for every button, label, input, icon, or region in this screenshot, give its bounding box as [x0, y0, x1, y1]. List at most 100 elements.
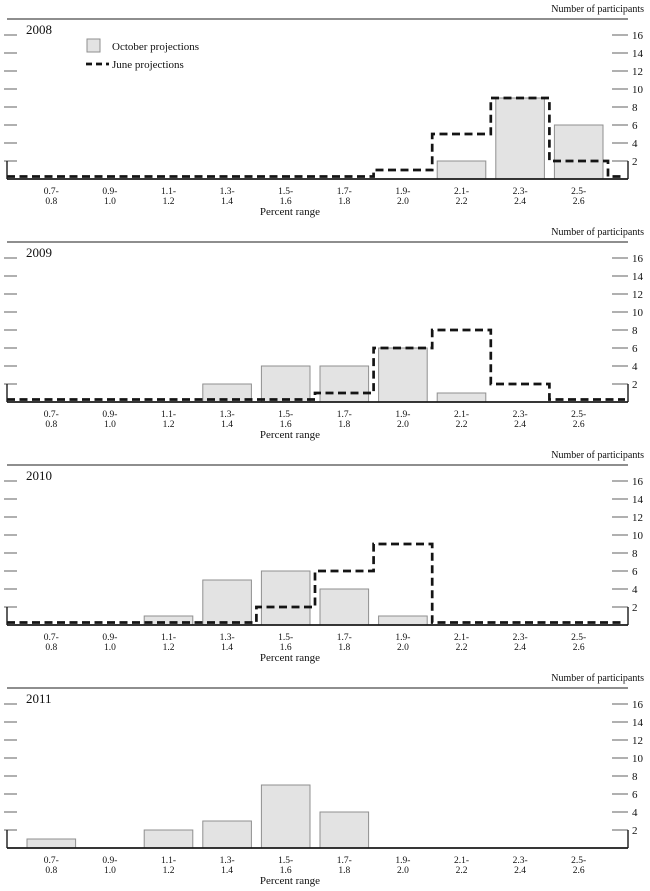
x-tick-label-line1: 2.1- — [454, 856, 469, 866]
y-tick-label: 16 — [632, 699, 644, 711]
x-tick-label-1.5-1.6: 1.5-1.6 — [278, 410, 293, 430]
october-bar-1.9-2.0 — [378, 615, 428, 626]
x-tick-label-line1: 1.1- — [161, 856, 176, 866]
y-tick-label: 16 — [632, 30, 644, 42]
y-tick-label: 8 — [632, 548, 638, 560]
october-bar-1.7-1.8 — [319, 588, 370, 626]
x-tick-label-line1: 2.3- — [513, 410, 528, 420]
x-tick-label-2.3-2.4: 2.3-2.4 — [513, 856, 528, 876]
x-axis-title: Percent range — [260, 652, 320, 664]
x-tick-label-line1: 0.9- — [102, 856, 117, 866]
october-bar-2.5-2.6 — [553, 124, 604, 180]
y-tick-label: 12 — [632, 66, 643, 78]
panel-year-label: 2010 — [26, 468, 52, 483]
x-tick-label-line2: 2.6 — [573, 420, 585, 430]
x-tick-label-line1: 0.7- — [44, 856, 59, 866]
x-tick-label-line2: 2.0 — [397, 420, 409, 430]
x-tick-label-line2: 2.2 — [456, 643, 468, 653]
y-tick-label: 10 — [632, 307, 644, 319]
x-tick-label-line1: 2.3- — [513, 856, 528, 866]
x-tick-label-line2: 2.4 — [514, 866, 526, 876]
x-tick-label-line1: 1.9- — [395, 410, 410, 420]
x-tick-label-1.7-1.8: 1.7-1.8 — [337, 633, 352, 653]
panel-year-label: 2009 — [26, 245, 52, 260]
x-tick-label-0.7-0.8: 0.7-0.8 — [44, 410, 59, 430]
x-tick-label-line1: 1.7- — [337, 856, 352, 866]
october-bar-2.1-2.2 — [436, 160, 487, 180]
legend: October projections June projections — [86, 38, 199, 71]
x-tick-label-0.7-0.8: 0.7-0.8 — [44, 633, 59, 653]
x-tick-label-line1: 1.3- — [220, 410, 235, 420]
x-tick-label-line2: 1.0 — [104, 866, 116, 876]
x-tick-label-2.1-2.2: 2.1-2.2 — [454, 410, 469, 430]
x-tick-label-line2: 2.0 — [397, 643, 409, 653]
x-tick-label-line1: 0.9- — [102, 410, 117, 420]
x-tick-label-line1: 0.9- — [102, 633, 117, 643]
x-tick-label-line1: 2.5- — [571, 410, 586, 420]
x-tick-label-line2: 2.0 — [397, 866, 409, 876]
x-tick-label-line2: 0.8 — [45, 643, 57, 653]
october-bar-1.5-1.6 — [260, 784, 311, 849]
x-tick-label-line1: 1.7- — [337, 633, 352, 643]
x-tick-label-line2: 1.2 — [163, 197, 175, 207]
x-tick-label-2.5-2.6: 2.5-2.6 — [571, 410, 586, 430]
x-tick-label-line1: 1.7- — [337, 187, 352, 197]
y-tick-label: 16 — [632, 476, 644, 488]
y-axis-title: Number of participants — [551, 4, 644, 15]
x-tick-label-2.5-2.6: 2.5-2.6 — [571, 187, 586, 207]
x-tick-label-line1: 1.5- — [278, 856, 293, 866]
x-tick-label-1.1-1.2: 1.1-1.2 — [161, 633, 176, 653]
x-tick-label-1.3-1.4: 1.3-1.4 — [220, 633, 235, 653]
y-tick-label: 4 — [632, 584, 638, 596]
october-bar-2.1-2.2 — [436, 392, 487, 403]
x-tick-label-line2: 1.2 — [163, 420, 175, 430]
x-tick-label-line2: 1.8 — [338, 420, 350, 430]
x-tick-label-line2: 2.2 — [456, 420, 468, 430]
june-projections-line — [7, 96, 625, 178]
october-bars — [202, 347, 487, 403]
june-projections-line — [7, 328, 625, 401]
x-tick-label-line1: 1.9- — [395, 633, 410, 643]
x-tick-label-line1: 2.5- — [571, 856, 586, 866]
x-tick-label-0.9-1.0: 0.9-1.0 — [102, 856, 117, 876]
october-bar-1.7-1.8 — [319, 365, 370, 403]
chart-panel-2009: Number of participants 2 4 6 8 10 12 14 16 2009 0.… — [4, 227, 644, 441]
x-tick-label-1.7-1.8: 1.7-1.8 — [337, 187, 352, 207]
x-tick-label-2.3-2.4: 2.3-2.4 — [513, 410, 528, 430]
x-tick-label-1.1-1.2: 1.1-1.2 — [161, 856, 176, 876]
x-tick-label-line2: 1.8 — [338, 866, 350, 876]
x-tick-label-2.3-2.4: 2.3-2.4 — [513, 187, 528, 207]
chart-panel-2008: Number of participants 2 4 6 8 10 12 14 16 2008 Oc… — [4, 4, 644, 218]
x-tick-label-1.9-2.0: 1.9-2.0 — [395, 187, 410, 207]
x-tick-label-line1: 1.9- — [395, 187, 410, 197]
y-tick-label: 10 — [632, 530, 644, 542]
x-tick-label-line1: 2.1- — [454, 410, 469, 420]
x-tick-label-line1: 1.5- — [278, 633, 293, 643]
y-tick-label: 14 — [632, 48, 644, 60]
x-tick-label-line2: 1.6 — [280, 643, 292, 653]
x-tick-label-1.3-1.4: 1.3-1.4 — [220, 856, 235, 876]
x-tick-label-0.7-0.8: 0.7-0.8 — [44, 187, 59, 207]
x-tick-label-line1: 1.1- — [161, 187, 176, 197]
x-tick-label-line1: 1.1- — [161, 410, 176, 420]
x-tick-label-line1: 2.1- — [454, 187, 469, 197]
chart-panel-2010: Number of participants 2 4 6 8 10 12 14 16 2010 0.… — [4, 450, 644, 664]
x-tick-label-2.1-2.2: 2.1-2.2 — [454, 633, 469, 653]
y-tick-label: 6 — [632, 343, 638, 355]
x-tick-label-line1: 1.5- — [278, 410, 293, 420]
x-tick-label-0.9-1.0: 0.9-1.0 — [102, 187, 117, 207]
y-tick-label: 2 — [632, 602, 638, 614]
x-tick-label-line2: 1.6 — [280, 197, 292, 207]
october-bar-0.7-0.8 — [26, 838, 77, 849]
x-axis-title: Percent range — [260, 875, 320, 887]
y-tick-label: 10 — [632, 84, 644, 96]
x-tick-label-1.7-1.8: 1.7-1.8 — [337, 856, 352, 876]
x-tick-label-line1: 1.3- — [220, 187, 235, 197]
october-bar-1.5-1.6 — [260, 570, 311, 626]
x-tick-label-line1: 2.5- — [571, 187, 586, 197]
october-bars — [26, 784, 370, 849]
x-tick-label-line2: 1.8 — [338, 197, 350, 207]
october-bar-2.3-2.4 — [495, 97, 545, 180]
x-tick-label-1.1-1.2: 1.1-1.2 — [161, 187, 176, 207]
x-tick-label-line2: 1.6 — [280, 420, 292, 430]
